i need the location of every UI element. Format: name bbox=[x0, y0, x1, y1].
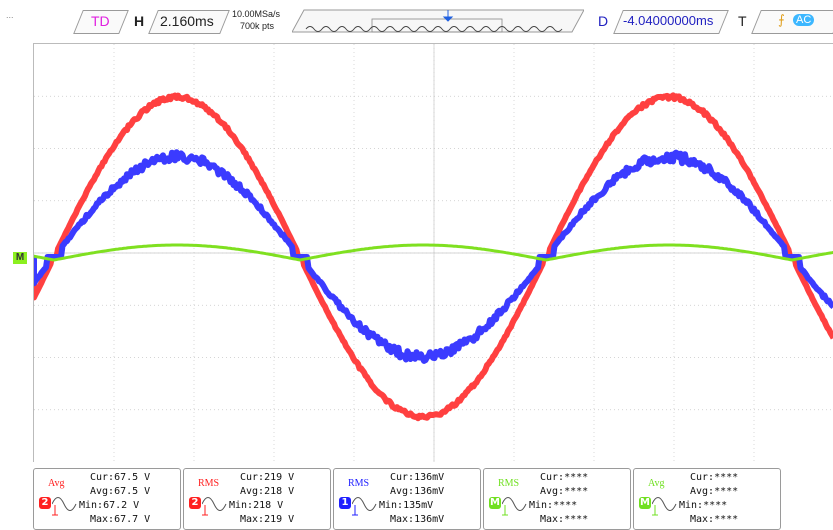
measurement-type: RMS bbox=[348, 478, 369, 489]
measurement-max: Max:**** bbox=[540, 514, 588, 525]
menu-dots[interactable]: ... bbox=[6, 10, 14, 20]
measurement-cur: Cur:**** bbox=[690, 472, 738, 483]
ch1-waveform bbox=[34, 152, 833, 361]
trigger-label: T bbox=[738, 13, 747, 29]
waveform-overview[interactable] bbox=[292, 8, 584, 34]
sine-icon bbox=[652, 491, 678, 517]
measurement-min: Min:**** bbox=[529, 500, 577, 511]
math-offset-marker[interactable]: M bbox=[13, 252, 27, 264]
measurement-cur: Cur:67.5 V bbox=[90, 472, 150, 483]
delay-label: D bbox=[598, 13, 608, 29]
measurement-type: Avg bbox=[48, 478, 64, 489]
measurement-box-5[interactable]: Avg M Cur:**** Avg:**** Min:**** Max:***… bbox=[633, 468, 781, 530]
channel-badge: 1 bbox=[339, 497, 351, 509]
trigger-delay-label: TD bbox=[91, 13, 110, 29]
trigger-edge-icon: ⨍ bbox=[778, 12, 785, 28]
measurement-max: Max:**** bbox=[690, 514, 738, 525]
sine-icon bbox=[202, 491, 228, 517]
measurement-type: RMS bbox=[198, 478, 219, 489]
measurement-cur: Cur:219 V bbox=[240, 472, 294, 483]
measurement-max: Max:136mV bbox=[390, 514, 444, 525]
measurement-min: Min:135mV bbox=[379, 500, 433, 511]
measurement-max: Max:67.7 V bbox=[90, 514, 150, 525]
measurement-box-1[interactable]: Avg 2 Cur:67.5 V Avg:67.5 V Min:67.2 V M… bbox=[33, 468, 181, 530]
measurement-box-4[interactable]: RMS M Cur:**** Avg:**** Min:**** Max:***… bbox=[483, 468, 631, 530]
coupling-badge: AC bbox=[793, 14, 814, 26]
channel-badge: 2 bbox=[189, 497, 201, 509]
horizontal-label: H bbox=[134, 13, 144, 29]
measurement-min: Min:218 V bbox=[229, 500, 283, 511]
measurement-cur: Cur:136mV bbox=[390, 472, 444, 483]
channel-badge: M bbox=[489, 497, 501, 509]
measurement-avg: Avg:218 V bbox=[240, 486, 294, 497]
measurement-box-3[interactable]: RMS 1 Cur:136mV Avg:136mV Min:135mV Max:… bbox=[333, 468, 481, 530]
trigger-tab[interactable] bbox=[751, 10, 833, 34]
memory-depth: 700k pts bbox=[240, 21, 274, 31]
measurement-min: Min:67.2 V bbox=[79, 500, 139, 511]
measurement-avg: Avg:67.5 V bbox=[90, 486, 150, 497]
measurement-bar: Avg 2 Cur:67.5 V Avg:67.5 V Min:67.2 V M… bbox=[0, 463, 833, 529]
timebase-value: 2.160ms bbox=[160, 13, 214, 29]
sine-icon bbox=[352, 491, 378, 517]
measurement-type: RMS bbox=[498, 478, 519, 489]
sine-icon bbox=[502, 491, 528, 517]
waveform-canvas bbox=[34, 44, 833, 462]
sine-icon bbox=[52, 491, 78, 517]
status-bar: ... TD H 2.160ms 10.00MSa/s 700k pts D -… bbox=[0, 0, 833, 40]
math-waveform bbox=[34, 245, 833, 260]
measurement-type: Avg bbox=[648, 478, 664, 489]
ch2-waveform bbox=[34, 95, 833, 418]
measurement-cur: Cur:**** bbox=[540, 472, 588, 483]
measurement-avg: Avg:**** bbox=[540, 486, 588, 497]
channel-badge: M bbox=[639, 497, 651, 509]
channel-badge: 2 bbox=[39, 497, 51, 509]
measurement-avg: Avg:136mV bbox=[390, 486, 444, 497]
sample-rate: 10.00MSa/s bbox=[232, 9, 280, 19]
measurement-avg: Avg:**** bbox=[690, 486, 738, 497]
waveform-display[interactable] bbox=[33, 43, 833, 462]
overview-svg bbox=[292, 8, 584, 34]
measurement-max: Max:219 V bbox=[240, 514, 294, 525]
measurement-box-2[interactable]: RMS 2 Cur:219 V Avg:218 V Min:218 V Max:… bbox=[183, 468, 331, 530]
measurement-min: Min:**** bbox=[679, 500, 727, 511]
delay-value: -4.04000000ms bbox=[623, 13, 713, 28]
